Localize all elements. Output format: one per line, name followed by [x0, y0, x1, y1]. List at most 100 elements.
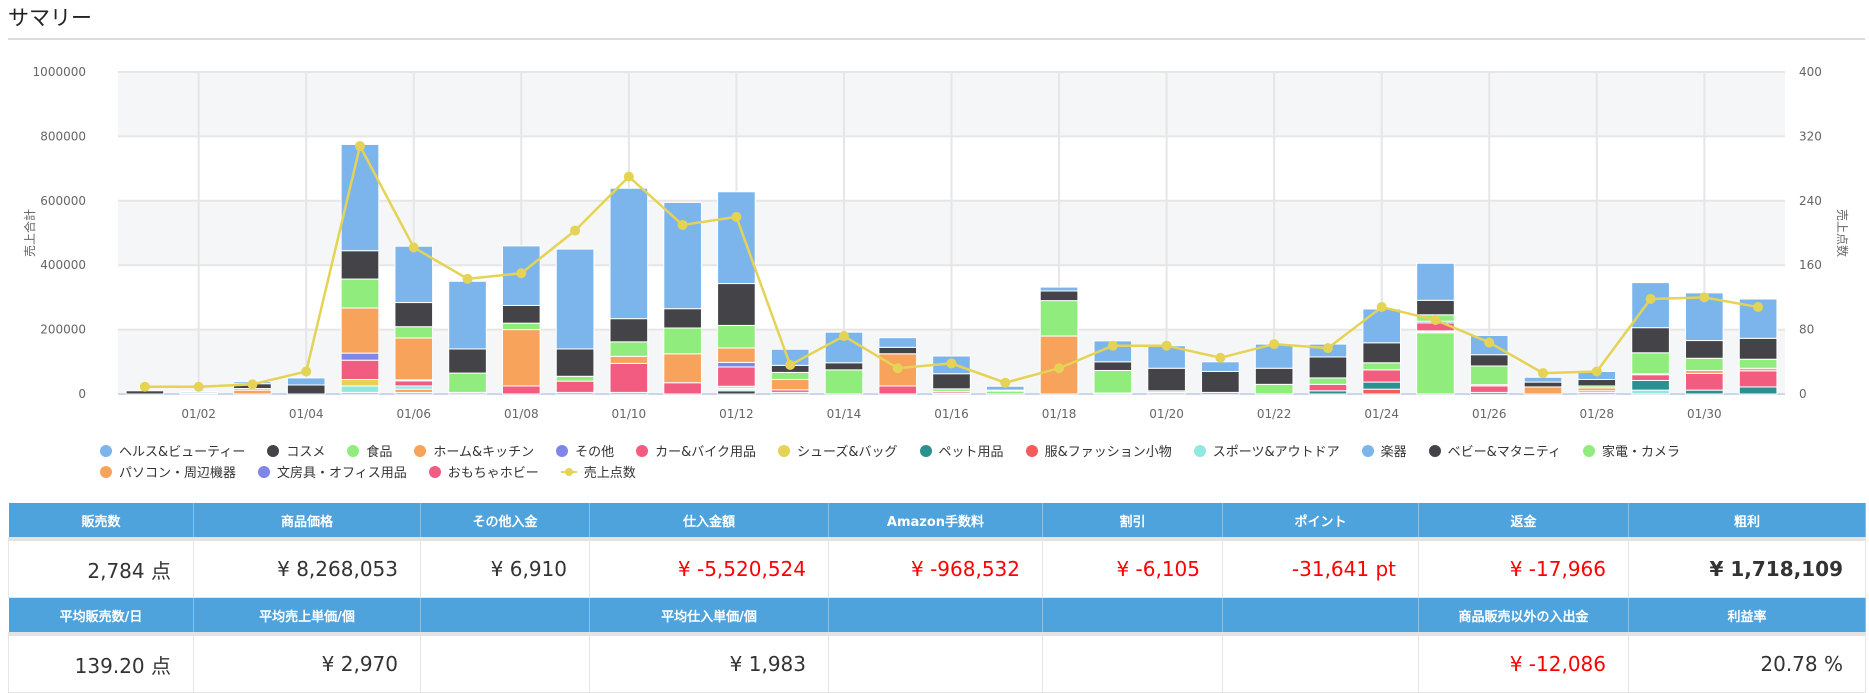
bar-segment[interactable] — [1738, 386, 1778, 395]
bar-segment[interactable] — [609, 187, 649, 320]
bar-segment[interactable] — [501, 322, 541, 331]
bar-segment[interactable] — [1147, 367, 1186, 392]
bar-segment[interactable] — [717, 347, 756, 363]
bar-segment[interactable] — [1631, 379, 1670, 391]
line-point[interactable] — [247, 379, 258, 390]
line-point[interactable] — [462, 273, 473, 284]
bar-segment[interactable] — [1685, 357, 1724, 371]
bar-segment[interactable] — [1254, 383, 1294, 395]
bar-segment[interactable] — [1469, 354, 1509, 367]
legend-item[interactable]: ヘルス&ビューティー — [100, 440, 245, 461]
bar-segment[interactable] — [1093, 361, 1133, 371]
bar-segment[interactable] — [1685, 372, 1724, 391]
bar-segment[interactable] — [878, 337, 918, 348]
line-point[interactable] — [946, 358, 957, 369]
legend-item[interactable]: 服&ファッション小物 — [1025, 440, 1172, 461]
legend-item[interactable]: パソコン・周辺機器 — [100, 461, 236, 482]
bar-segment[interactable] — [394, 380, 434, 387]
bar-segment[interactable] — [448, 280, 487, 350]
line-point[interactable] — [1538, 368, 1549, 379]
bar-segment[interactable] — [501, 304, 541, 324]
bar-segment[interactable] — [1362, 369, 1402, 383]
bar-segment[interactable] — [394, 302, 434, 328]
bar-segment[interactable] — [394, 326, 434, 339]
bar-segment[interactable] — [1738, 337, 1778, 360]
bar-segment[interactable] — [609, 355, 649, 364]
bar-segment[interactable] — [717, 366, 756, 387]
bar-segment[interactable] — [717, 361, 756, 368]
line-point[interactable] — [677, 219, 688, 230]
legend-item[interactable]: 食品 — [347, 440, 392, 461]
bar-segment[interactable] — [1362, 388, 1402, 395]
bar-segment[interactable] — [932, 373, 971, 390]
line-point[interactable] — [623, 171, 634, 182]
legend-item[interactable]: ペット用品 — [919, 440, 1004, 461]
line-point[interactable] — [408, 242, 419, 253]
bar-segment[interactable] — [286, 377, 326, 386]
bar-segment[interactable] — [1523, 381, 1563, 388]
line-point[interactable] — [1699, 292, 1710, 303]
bar-segment[interactable] — [878, 385, 918, 395]
line-point[interactable] — [1591, 366, 1602, 377]
bar-segment[interactable] — [824, 362, 864, 371]
bar-segment[interactable] — [717, 283, 756, 326]
legend-item[interactable]: ベビー&マタニティ — [1428, 440, 1561, 461]
bar-segment[interactable] — [448, 372, 487, 393]
bar-segment[interactable] — [179, 391, 218, 394]
bar-segment[interactable] — [1362, 362, 1402, 371]
bar-segment[interactable] — [555, 375, 595, 382]
bar-segment[interactable] — [394, 337, 434, 381]
legend-item[interactable]: 文房具・オフィス用品 — [258, 461, 407, 482]
line-point[interactable] — [1161, 340, 1172, 351]
line-point[interactable] — [354, 141, 365, 152]
bar-segment[interactable] — [1308, 383, 1348, 392]
bar-segment[interactable] — [448, 348, 487, 374]
bar-segment[interactable] — [555, 380, 595, 393]
bar-segment[interactable] — [878, 346, 918, 355]
bar-segment[interactable] — [1631, 374, 1670, 381]
bar-segment[interactable] — [824, 369, 864, 395]
bar-segment[interactable] — [340, 359, 380, 381]
bar-segment[interactable] — [663, 308, 702, 329]
bar-segment[interactable] — [340, 278, 380, 309]
bar-segment[interactable] — [501, 329, 541, 387]
legend-item[interactable]: 家電・カメラ — [1582, 440, 1680, 461]
line-point[interactable] — [1484, 337, 1495, 348]
line-point[interactable] — [1376, 302, 1387, 313]
bar-segment[interactable] — [1039, 300, 1079, 337]
bar-segment[interactable] — [1039, 286, 1079, 292]
line-point[interactable] — [570, 225, 581, 236]
bar-segment[interactable] — [501, 385, 541, 395]
bar-segment[interactable] — [1362, 381, 1402, 390]
bar-segment[interactable] — [555, 348, 595, 377]
line-point[interactable] — [1000, 377, 1011, 388]
bar-segment[interactable] — [770, 379, 810, 391]
legend-item-line[interactable]: 売上点数 — [560, 461, 636, 482]
legend-item[interactable]: シューズ&バッグ — [778, 440, 898, 461]
bar-segment[interactable] — [1416, 262, 1455, 301]
line-point[interactable] — [785, 360, 796, 371]
line-point[interactable] — [1107, 340, 1118, 351]
bar-segment[interactable] — [609, 341, 649, 357]
bar-segment[interactable] — [663, 353, 702, 384]
line-point[interactable] — [892, 363, 903, 374]
bar-segment[interactable] — [1685, 340, 1724, 359]
bar-segment[interactable] — [233, 389, 272, 395]
bar-segment[interactable] — [717, 324, 756, 349]
bar-segment[interactable] — [1577, 379, 1617, 387]
bar-segment[interactable] — [340, 352, 380, 361]
bar-segment[interactable] — [663, 201, 702, 310]
line-point[interactable] — [1430, 314, 1441, 325]
bar-segment[interactable] — [286, 384, 326, 395]
line-point[interactable] — [516, 268, 527, 279]
line-point[interactable] — [1215, 352, 1226, 363]
bar-segment[interactable] — [1631, 282, 1670, 329]
line-point[interactable] — [1753, 302, 1764, 313]
bar-segment[interactable] — [1254, 367, 1294, 385]
bar-segment[interactable] — [1416, 299, 1455, 316]
bar-segment[interactable] — [1523, 386, 1563, 395]
bar-segment[interactable] — [1469, 365, 1509, 386]
legend-item[interactable]: おもちゃホビー — [428, 461, 539, 482]
bar-segment[interactable] — [1685, 389, 1724, 395]
bar-segment[interactable] — [340, 379, 380, 387]
